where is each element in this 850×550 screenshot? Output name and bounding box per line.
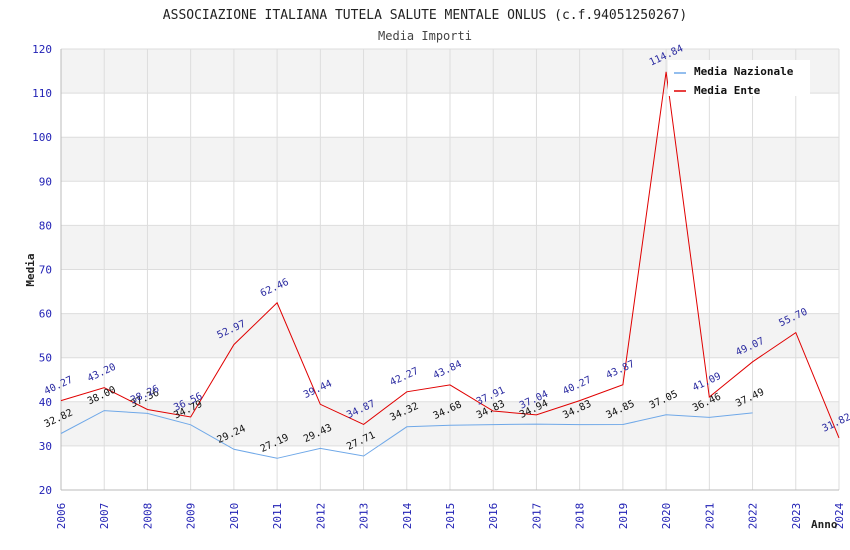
x-axis-label: Anno: [811, 518, 838, 531]
x-tick-label: 2024: [833, 502, 846, 529]
series-lines: [60, 71, 840, 459]
y-tick-label: 120: [32, 43, 52, 56]
y-tick-label: 40: [39, 396, 52, 409]
series-line-media-nazionale: [60, 410, 753, 459]
y-tick-label: 70: [39, 264, 52, 277]
legend-label-media-nazionale: Media Nazionale: [694, 65, 794, 78]
x-tick-label: 2013: [358, 503, 371, 530]
x-tick-label: 2019: [617, 503, 630, 530]
x-tick-label: 2015: [444, 503, 457, 530]
x-tick-label: 2007: [98, 503, 111, 530]
y-tick-label: 80: [39, 219, 52, 232]
chart-title: ASSOCIAZIONE ITALIANA TUTELA SALUTE MENT…: [163, 8, 687, 23]
legend-label-media-ente: Media Ente: [694, 84, 761, 97]
y-tick-label: 50: [39, 352, 52, 365]
y-tick-label: 90: [39, 175, 52, 188]
x-tick-label: 2023: [790, 503, 803, 530]
x-tick-label: 2021: [703, 503, 716, 530]
x-tick-label: 2006: [55, 503, 68, 530]
y-tick-label: 60: [39, 308, 52, 321]
x-tick-label: 2008: [141, 503, 154, 530]
y-tick-label: 30: [39, 440, 52, 453]
legend: Media Nazionale Media Ente: [668, 60, 810, 97]
x-tick-label: 2018: [574, 503, 587, 530]
series-line-media-ente: [60, 71, 840, 439]
legend-box: [668, 60, 810, 96]
y-axis-ticks: 20 30 40 50 60 70 80 90 100 110 120: [32, 43, 52, 497]
x-tick-label: 2012: [314, 503, 327, 530]
x-tick-label: 2014: [401, 502, 414, 529]
y-axis-label: Media: [24, 253, 37, 286]
x-tick-label: 2010: [228, 503, 241, 530]
y-tick-label: 110: [32, 87, 52, 100]
y-tick-label: 100: [32, 131, 52, 144]
x-tick-label: 2020: [660, 503, 673, 530]
y-tick-label: 20: [39, 484, 52, 497]
x-tick-label: 2022: [747, 503, 760, 530]
x-tick-label: 2017: [530, 503, 543, 530]
chart-subtitle: Media Importi: [378, 29, 472, 43]
x-tick-label: 2009: [185, 503, 198, 530]
x-tick-label: 2011: [271, 503, 284, 530]
x-tick-label: 2016: [487, 503, 500, 530]
x-axis-ticks: 2006 2007 2008 2009 2010 2011 2012 2013 2014 2015…: [55, 502, 846, 529]
